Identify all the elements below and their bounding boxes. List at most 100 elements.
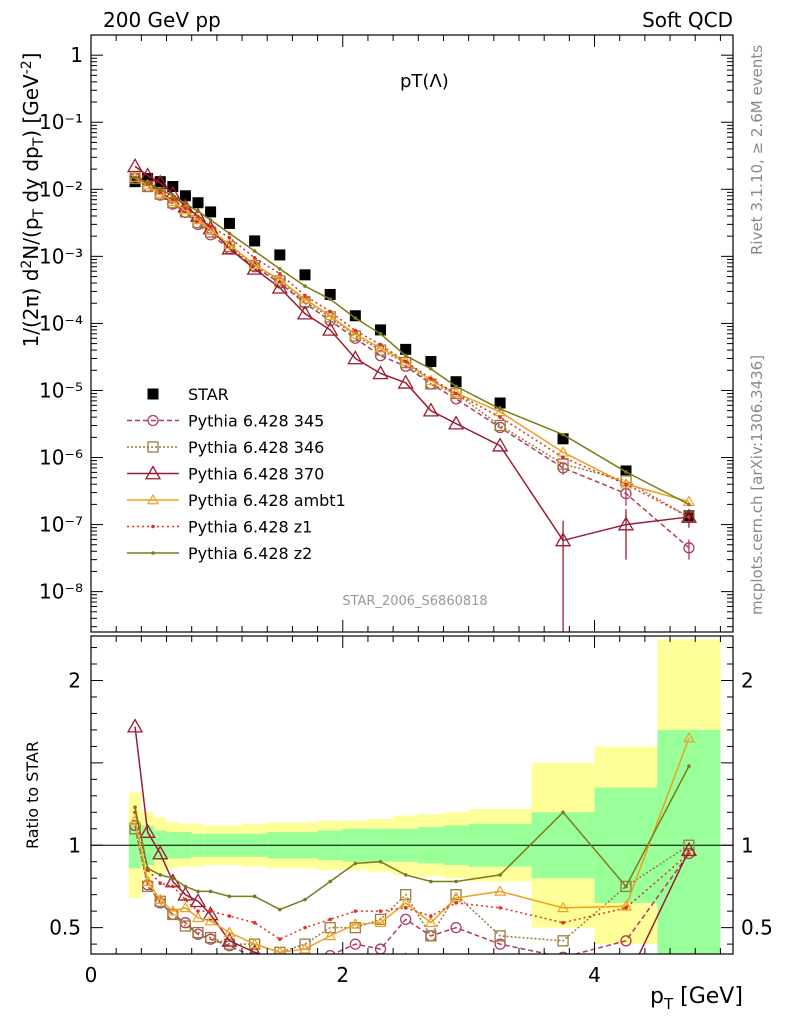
- legend-item: STAR: [147, 385, 229, 404]
- mc-point: [353, 316, 358, 320]
- main-plot-title: pT(Λ): [400, 71, 449, 92]
- ratio-point: [498, 873, 502, 877]
- ratio-point: [171, 884, 175, 889]
- main-y-tick-label: 10⁻¹: [39, 110, 83, 134]
- mc-point: [324, 309, 337, 321]
- data-point: [324, 288, 336, 300]
- mc-point: [620, 487, 632, 500]
- ratio-point: [223, 938, 236, 950]
- ratio-point: [145, 866, 150, 871]
- ratio-point: [275, 946, 285, 954]
- mc-point: [171, 193, 175, 198]
- legend-swatch-marker: [147, 441, 159, 453]
- legend-label: STAR: [188, 385, 229, 404]
- mc-point: [561, 432, 565, 437]
- legend-item: Pythia 6.428 ambt1: [127, 491, 346, 510]
- mc-point: [429, 367, 433, 371]
- mc-point: [248, 258, 261, 270]
- main-y-tick-label: 10⁻²: [39, 177, 83, 201]
- ratio-point: [429, 879, 433, 884]
- mc-point: [349, 328, 362, 339]
- legend-item: Pythia 6.428 z2: [127, 544, 312, 563]
- ratio-y-tick-label: 0.5: [49, 916, 81, 940]
- ratio-point: [349, 938, 362, 950]
- ratio-point: [223, 926, 236, 937]
- header-left-label: 200 GeV pp: [103, 8, 221, 32]
- ratio-point: [324, 921, 336, 934]
- mc-point: [454, 391, 458, 396]
- mc-point: [133, 175, 137, 180]
- ratio-series-line: [134, 828, 690, 954]
- mc-point: [498, 407, 502, 411]
- mc-point: [429, 376, 433, 381]
- ratio-point: [556, 995, 570, 1007]
- legend-label: Pythia 6.428 z2: [188, 544, 312, 563]
- mc-point: [403, 353, 408, 358]
- mc-point: [274, 275, 286, 287]
- data-point: [349, 310, 361, 322]
- mc-point: [204, 223, 217, 235]
- ratio-point: [204, 931, 217, 944]
- ratio-point: [191, 911, 205, 923]
- ratio-point: [353, 909, 358, 913]
- legend-item: Pythia 6.428 z1: [127, 518, 312, 537]
- ratio-y-tick-label-right: 2: [741, 668, 754, 692]
- ratio-point: [330, 953, 331, 954]
- mc-point: [129, 171, 142, 182]
- data-point: [494, 397, 506, 409]
- mc-point: [183, 201, 188, 206]
- ratio-point: [126, 718, 144, 733]
- rivet-version-label: Rivet 3.1.10, ≥ 2.6M events: [748, 45, 766, 255]
- main-y-tick-label: 1: [70, 43, 83, 67]
- mc-point: [322, 321, 339, 336]
- main-y-tick-label: 10⁻⁴: [39, 311, 83, 335]
- mc-point: [554, 532, 572, 547]
- mc-point: [145, 180, 150, 185]
- mc-point: [208, 224, 213, 229]
- ratio-point: [133, 805, 137, 810]
- ratio-point: [404, 952, 407, 954]
- mc-point: [252, 256, 257, 260]
- ratio-point: [682, 731, 695, 743]
- ratio-point: [558, 951, 568, 954]
- ratio-series-line: [134, 726, 690, 954]
- ratio-point: [429, 914, 433, 918]
- ratio-point: [425, 930, 437, 942]
- ratio-y-tick-label: 1: [68, 833, 81, 857]
- ratio-point: [154, 895, 166, 907]
- mc-point: [619, 477, 633, 489]
- data-point: [154, 176, 166, 188]
- ratio-point: [493, 967, 507, 979]
- ratio-series-line: [134, 737, 690, 954]
- ratio-point: [183, 897, 188, 902]
- ratio-point: [227, 914, 232, 918]
- ratio-series-group: [126, 718, 698, 1007]
- mc-point: [328, 309, 332, 314]
- ratio-point: [278, 907, 282, 912]
- mc-point: [296, 305, 314, 320]
- ratio-point: [683, 847, 695, 860]
- ratio-point: [374, 916, 387, 928]
- mc-point: [298, 292, 312, 304]
- mc-point: [158, 187, 163, 192]
- data-point: [274, 249, 286, 261]
- series-line: [134, 176, 690, 518]
- ratio-point: [374, 943, 387, 954]
- ratio-point: [328, 879, 332, 884]
- ratio-point: [141, 875, 154, 886]
- legend-label: Pythia 6.428 370: [188, 465, 324, 484]
- svg-text:1/(2π) d2N/(pT dy dpT) [GeV-2]: 1/(2π) d2N/(pT dy dpT) [GeV-2]: [19, 52, 47, 347]
- ratio-point: [400, 889, 412, 901]
- svg-text:pT [GeV]: pT [GeV]: [650, 984, 743, 1013]
- x-axis-label: pT [GeV]: [650, 984, 743, 1013]
- legend-item: Pythia 6.428 370: [127, 465, 324, 484]
- ratio-plot-frame: [90, 635, 734, 955]
- ratio-point: [620, 935, 632, 947]
- ratio-point: [494, 930, 506, 942]
- ratio-point: [154, 893, 167, 904]
- mc-point: [399, 355, 412, 366]
- mc-point: [328, 297, 332, 301]
- mc-point: [227, 235, 232, 240]
- data-point: [299, 269, 311, 281]
